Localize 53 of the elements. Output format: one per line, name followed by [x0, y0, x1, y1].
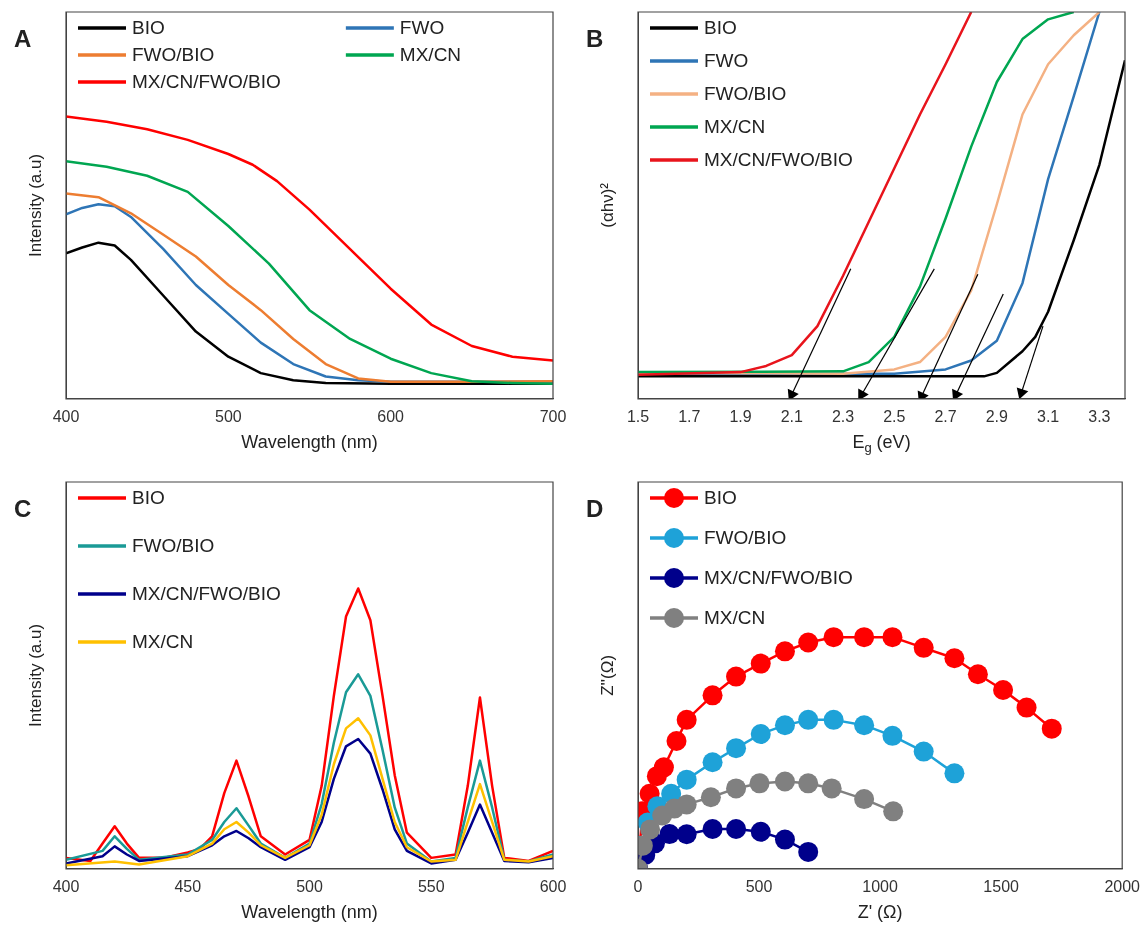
- x-tick-label: 500: [214, 407, 242, 425]
- legend-label: FWO/BIO: [704, 527, 787, 549]
- legend-label: FWO: [704, 50, 749, 72]
- legend-label: FWO/BIO: [132, 44, 215, 66]
- legend-label: BIO: [132, 487, 165, 509]
- legend-label: BIO: [132, 17, 165, 39]
- x-tick-label: 700: [539, 407, 567, 425]
- x-tick-label: 3.3: [1088, 407, 1111, 425]
- x-tick-label: 400: [52, 877, 80, 895]
- legend-label: MX/CN: [704, 116, 766, 138]
- chart-title: C: [14, 494, 32, 522]
- legend-label: FWO: [399, 17, 445, 39]
- x-tick-label: 500: [745, 877, 773, 895]
- x-axis-title: Wavelength (nm): [241, 901, 378, 922]
- x-tick-label: 3.1: [1036, 407, 1060, 425]
- legend-label: FWO/BIO: [132, 535, 215, 557]
- y-axis-title: (αhν)²: [597, 182, 617, 228]
- legend-label: FWO/BIO: [704, 83, 787, 105]
- x-tick-label: 1.9: [729, 407, 752, 425]
- chart-title: A: [14, 24, 32, 52]
- x-tick-label: 2.5: [883, 407, 906, 425]
- x-tick-label: 600: [539, 877, 567, 895]
- x-tick-label: 1.7: [678, 407, 701, 425]
- y-axis-title: Intensity (a.u): [25, 153, 45, 257]
- legend-label: MX/CN/FWO/BIO: [704, 567, 853, 589]
- x-tick-label: 550: [417, 877, 445, 895]
- x-tick-label: 2.3: [831, 407, 855, 425]
- x-tick-label: 1.5: [626, 407, 650, 425]
- legend-label: MX/CN/FWO/BIO: [132, 583, 281, 605]
- legend-label: BIO: [704, 487, 737, 509]
- text: B: [586, 24, 604, 52]
- chart-title: D: [586, 494, 604, 522]
- x-tick-label: 2.1: [780, 407, 804, 425]
- legend-label: MX/CN: [399, 44, 462, 66]
- y-axis-title: Z''(Ω): [597, 654, 617, 696]
- x-tick-label: 1000: [862, 877, 898, 895]
- x-tick-label: 450: [174, 877, 202, 895]
- legend-label: MX/CN/FWO/BIO: [132, 71, 281, 93]
- legend-label: MX/CN/FWO/BIO: [704, 149, 853, 171]
- x-tick-label: 2.9: [985, 407, 1009, 425]
- x-tick-label: 0: [633, 877, 643, 895]
- legend-label: MX/CN: [132, 631, 194, 653]
- x-axis-title: Wavelength (nm): [241, 431, 378, 452]
- x-tick-label: 500: [296, 877, 323, 895]
- legend-label: MX/CN: [704, 607, 766, 629]
- x-tick-label: 600: [377, 407, 405, 425]
- x-tick-label: 2000: [1104, 877, 1141, 895]
- x-axis-title: Z' (Ω): [857, 901, 903, 922]
- x-tick-label: 400: [52, 407, 80, 425]
- x-tick-label: 1500: [983, 877, 1020, 895]
- legend-label: BIO: [704, 17, 737, 39]
- x-tick-label: 2.7: [934, 407, 957, 425]
- y-axis-title: Intensity (a.u): [25, 623, 45, 727]
